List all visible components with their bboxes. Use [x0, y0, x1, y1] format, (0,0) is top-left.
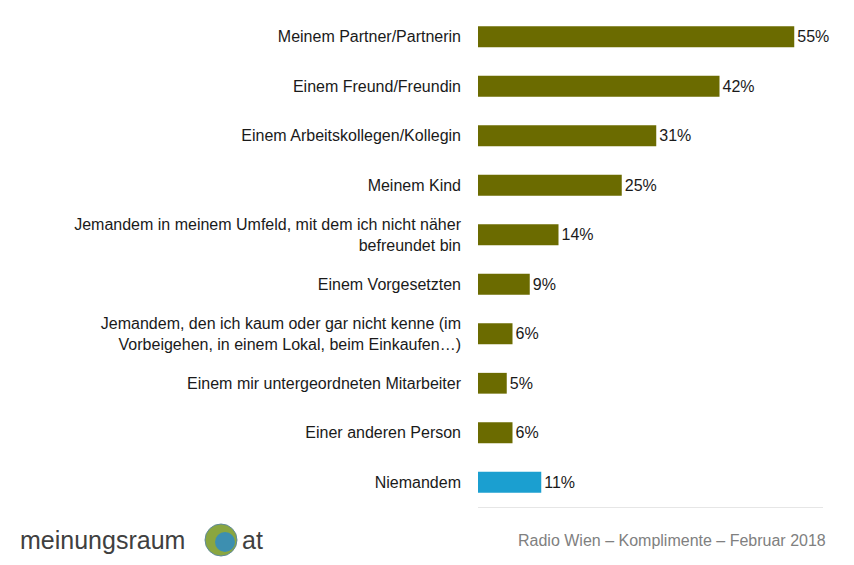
svg-text:Einem Freund/Freundin: Einem Freund/Freundin	[293, 78, 461, 95]
svg-text:Einem mir untergeordneten Mita: Einem mir untergeordneten Mitarbeiter	[187, 375, 462, 392]
svg-text:Einem Vorgesetzten: Einem Vorgesetzten	[318, 276, 461, 293]
svg-text:14%: 14%	[562, 226, 594, 243]
svg-text:Radio Wien – Komplimente – Feb: Radio Wien – Komplimente – Februar 2018	[518, 532, 826, 549]
svg-text:at: at	[242, 526, 263, 554]
svg-text:Jemandem, den ich kaum oder ga: Jemandem, den ich kaum oder gar nicht ke…	[101, 315, 461, 353]
svg-text:55%: 55%	[797, 28, 829, 45]
svg-text:Einem Arbeitskollegen/Kollegin: Einem Arbeitskollegen/Kollegin	[241, 127, 461, 144]
svg-text:Jemandem in meinem Umfeld, mit: Jemandem in meinem Umfeld, mit dem ich n…	[74, 216, 461, 254]
svg-text:31%: 31%	[659, 127, 691, 144]
svg-text:11%: 11%	[544, 474, 575, 491]
svg-text:Niemandem: Niemandem	[375, 474, 461, 491]
svg-text:Meinem Kind: Meinem Kind	[368, 177, 461, 194]
svg-text:meinungsraum: meinungsraum	[20, 526, 185, 554]
svg-text:25%: 25%	[625, 177, 657, 194]
svg-text:42%: 42%	[723, 78, 755, 95]
svg-text:9%: 9%	[533, 276, 556, 293]
svg-text:6%: 6%	[516, 325, 539, 342]
svg-text:Einer anderen Person: Einer anderen Person	[305, 424, 461, 441]
svg-text:5%: 5%	[510, 375, 533, 392]
svg-text:Meinem Partner/Partnerin: Meinem Partner/Partnerin	[278, 28, 461, 45]
svg-text:6%: 6%	[516, 424, 539, 441]
